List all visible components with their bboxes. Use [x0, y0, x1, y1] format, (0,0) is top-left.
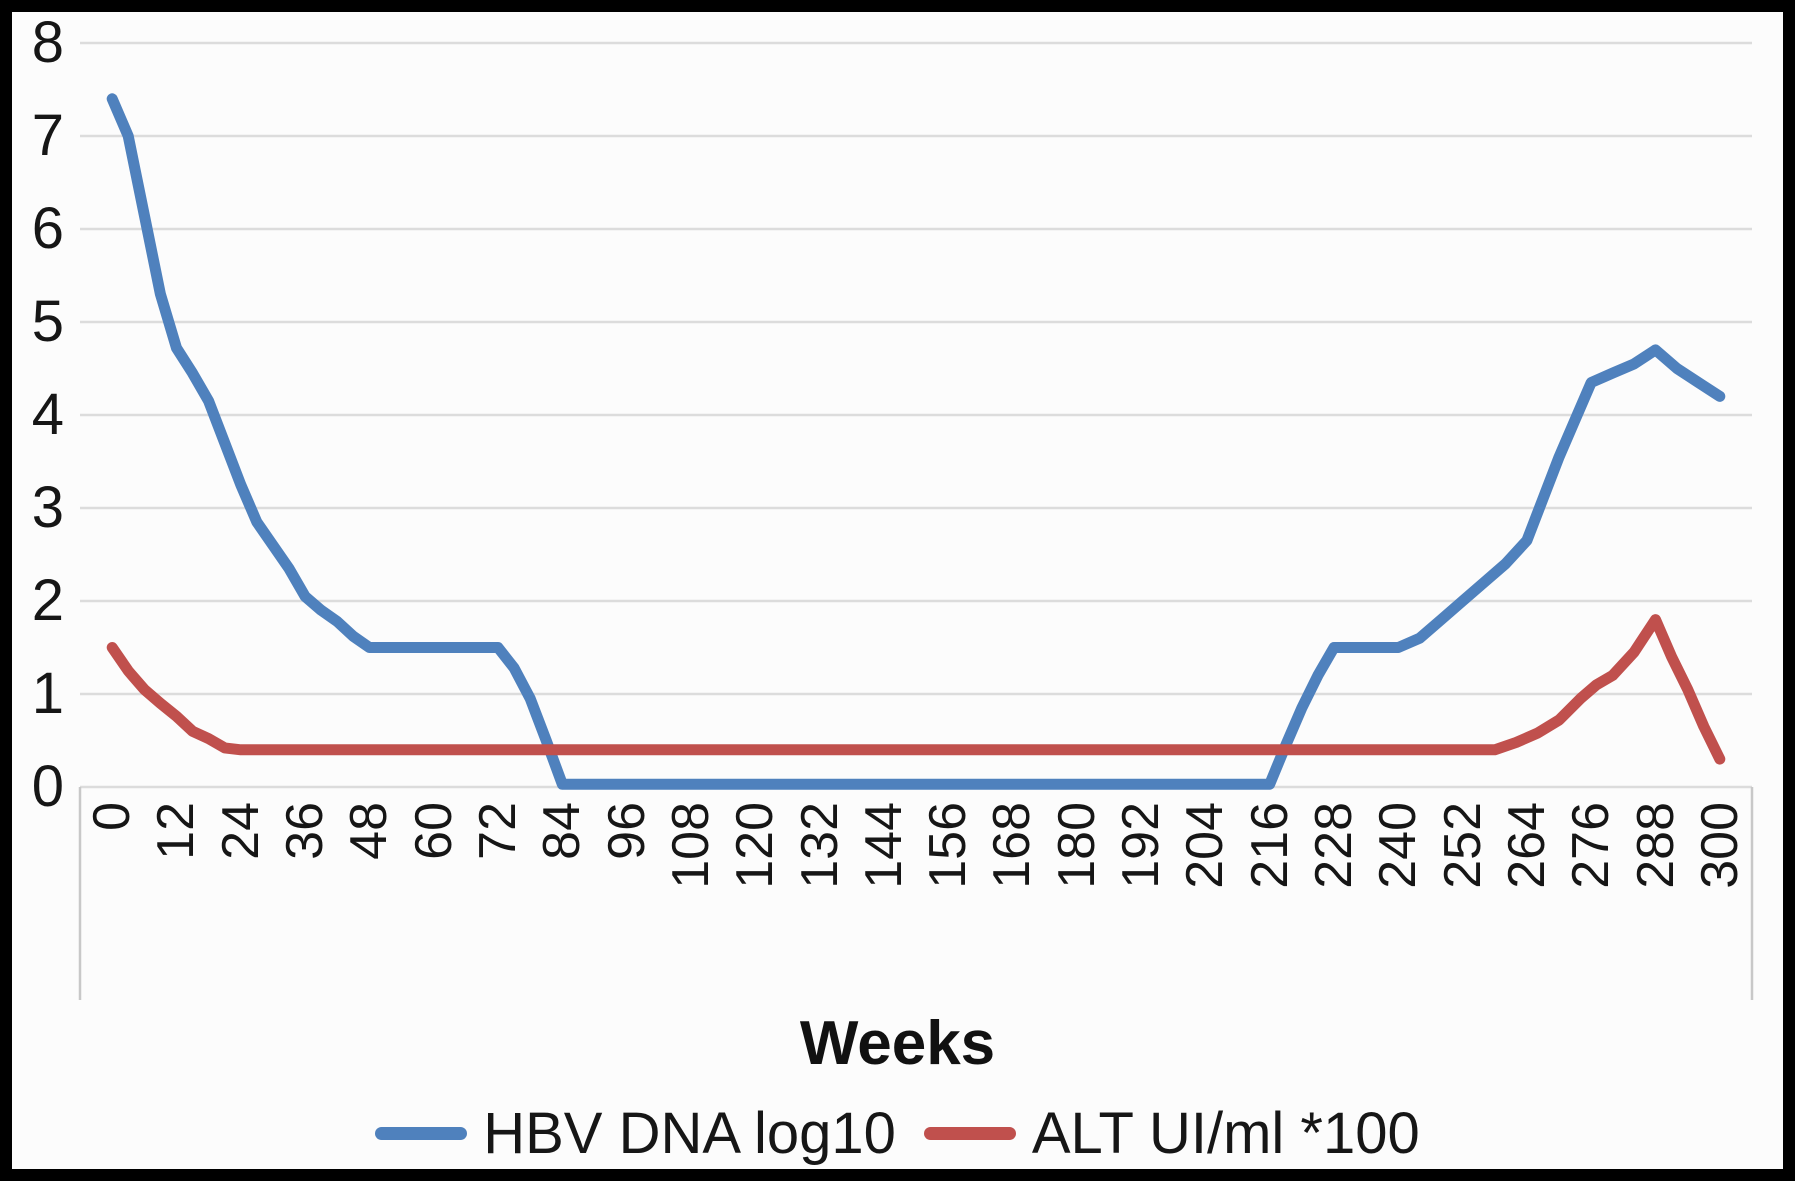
legend-swatch-hbv-line: [375, 1127, 468, 1140]
hbv-dna-line: [106, 93, 1726, 790]
legend-swatch-alt-line: [923, 1127, 1016, 1140]
legend-label-hbv: HBV DNA log10: [483, 1101, 896, 1166]
legend-label-alt: ALT UI/ml *100: [1031, 1101, 1420, 1166]
legend-item-alt: ALT UI/ml *100: [923, 1100, 1420, 1167]
legend: HBV DNA log10 ALT UI/ml *100: [0, 1100, 1795, 1167]
legend-item-hbv: HBV DNA log10: [375, 1100, 896, 1167]
x-axis-title: Weeks: [799, 1009, 996, 1078]
alt-line: [106, 614, 1726, 765]
